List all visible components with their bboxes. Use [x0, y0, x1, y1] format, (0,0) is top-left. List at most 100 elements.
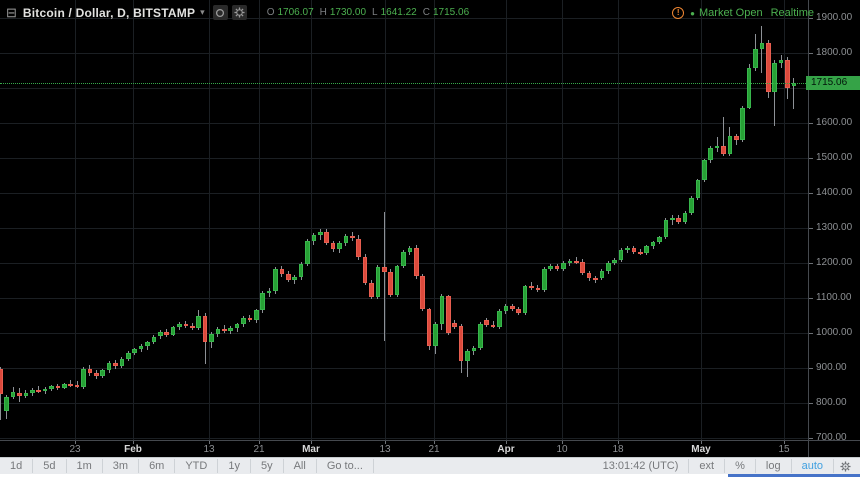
candle: [158, 331, 163, 337]
range-button-1m[interactable]: 1m: [67, 459, 103, 473]
axis-corner-divider: [808, 441, 809, 458]
candle: [100, 370, 105, 377]
candle: [279, 268, 285, 275]
time-axis-label: 21: [428, 444, 440, 455]
price-axis-tick: [809, 123, 813, 124]
range-button-5y[interactable]: 5y: [251, 459, 284, 473]
candle-wick: [383, 211, 385, 342]
realtime-label: Realtime: [770, 7, 814, 19]
candle: [484, 320, 489, 325]
candle-wick: [722, 117, 724, 156]
candle: [394, 266, 400, 296]
candle: [682, 213, 688, 222]
candle: [567, 260, 573, 263]
range-button-6m[interactable]: 6m: [139, 459, 176, 473]
candle: [330, 243, 336, 249]
candle: [478, 323, 483, 348]
price-axis-label: 800.00: [816, 397, 847, 408]
price-axis-label: 1500.00: [816, 152, 853, 163]
time-axis-tick: [385, 441, 386, 444]
candle: [36, 389, 41, 392]
candle: [324, 231, 329, 244]
candle-wick: [76, 381, 78, 389]
vertical-gridline: [784, 0, 785, 440]
candle: [676, 217, 681, 222]
price-axis-label: 1400.00: [816, 187, 853, 198]
candle: [593, 278, 598, 281]
range-buttons: 1d 5d 1m 3m 6m YTD 1y 5y All: [0, 459, 317, 473]
candle: [689, 197, 694, 214]
vertical-gridline: [75, 0, 76, 440]
range-button-all[interactable]: All: [284, 459, 317, 473]
price-axis-label: 1300.00: [816, 222, 853, 233]
price-axis[interactable]: 1900.001800.001700.001600.001500.001400.…: [808, 0, 860, 443]
candle: [535, 288, 541, 291]
range-button-1d[interactable]: 1d: [0, 459, 34, 473]
bottom-blue-bar: [728, 474, 860, 477]
vertical-gridline: [259, 0, 260, 440]
candle: [292, 277, 297, 280]
candle: [68, 384, 73, 387]
extended-hours-button[interactable]: ext: [689, 459, 726, 473]
gear-icon: [234, 7, 245, 18]
time-axis-tick: [562, 441, 563, 444]
toolbar-settings-button[interactable]: [834, 460, 860, 472]
clock-utc-button[interactable]: 13:01:42 (UTC): [593, 459, 690, 473]
collapse-legend-icon[interactable]: ⊟: [6, 5, 17, 20]
candle-wick: [0, 367, 1, 421]
candle: [30, 389, 35, 393]
plot-area[interactable]: [0, 0, 808, 440]
price-axis-label: 1000.00: [816, 327, 853, 338]
candle: [625, 248, 630, 251]
percent-scale-button[interactable]: %: [725, 459, 756, 473]
chevron-down-icon[interactable]: ▾: [200, 7, 205, 17]
candle: [548, 265, 553, 269]
range-button-3m[interactable]: 3m: [103, 459, 140, 473]
auto-scale-button[interactable]: auto: [792, 459, 834, 473]
vertical-gridline: [618, 0, 619, 440]
candle: [375, 266, 381, 297]
goto-button[interactable]: Go to...: [317, 459, 374, 473]
candle: [10, 392, 16, 397]
candle: [766, 42, 771, 92]
candle: [529, 286, 534, 289]
candle: [580, 261, 585, 273]
candle: [490, 324, 496, 327]
range-button-5d[interactable]: 5d: [33, 459, 67, 473]
time-axis[interactable]: 23 Feb 13 21 Mar 13 21 Apr 10 18 May 15: [0, 440, 860, 458]
horizontal-gridline: [0, 228, 808, 229]
candle: [670, 217, 675, 220]
market-clock-icon[interactable]: !: [672, 7, 685, 19]
vertical-gridline: [434, 0, 435, 440]
bottom-toolbar: 1d 5d 1m 3m 6m YTD 1y 5y All Go to... 13:01:42 (…: [0, 457, 860, 474]
last-price-line: [0, 83, 808, 84]
candle: [631, 248, 637, 252]
candle: [138, 345, 144, 350]
high-label: H: [319, 7, 327, 18]
vertical-gridline: [701, 0, 702, 440]
horizontal-gridline: [0, 368, 808, 369]
time-axis-tick: [701, 441, 702, 444]
log-scale-button[interactable]: log: [756, 459, 792, 473]
candle: [222, 329, 227, 332]
compare-button[interactable]: [212, 5, 228, 20]
time-axis-tick: [618, 441, 619, 444]
time-axis-label: 10: [556, 444, 568, 455]
candle: [62, 384, 67, 388]
range-button-ytd[interactable]: YTD: [175, 459, 219, 473]
chart-canvas[interactable]: 1900.001800.001700.001600.001500.001400.…: [0, 0, 860, 443]
range-button-1y[interactable]: 1y: [218, 459, 251, 473]
candle: [606, 263, 611, 271]
candle: [401, 252, 406, 267]
candle: [586, 272, 592, 279]
candle: [407, 247, 413, 253]
candle: [74, 385, 80, 388]
candle: [247, 317, 253, 321]
candle-wick: [671, 215, 673, 226]
candle: [644, 246, 649, 254]
symbol-title[interactable]: Bitcoin / Dollar, D, BITSTAMP: [22, 5, 196, 20]
time-axis-tick: [75, 441, 76, 444]
candle: [241, 317, 246, 325]
time-axis-label: Feb: [124, 444, 142, 455]
chart-settings-button[interactable]: [231, 5, 247, 20]
